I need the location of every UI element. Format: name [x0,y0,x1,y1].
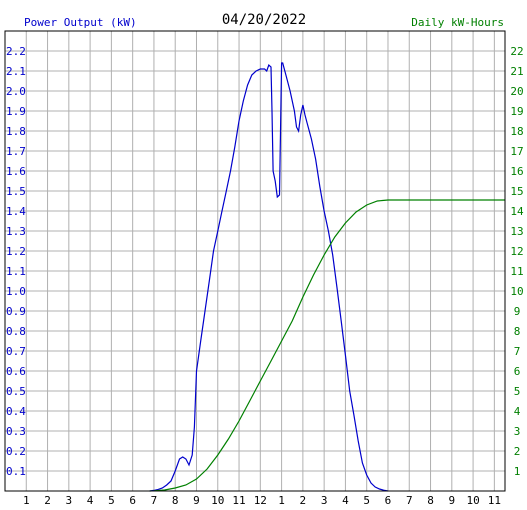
right-tick-label: 15 [510,185,523,198]
right-tick-label: 18 [510,125,523,138]
left-tick-label: 1.8 [6,125,26,138]
right-tick-label: 16 [510,165,523,178]
left-tick-label: 1.2 [6,245,26,258]
right-tick-label: 20 [510,85,523,98]
x-tick-label: 4 [87,494,94,507]
x-tick-label: 11 [232,494,245,507]
left-tick-label: 0.2 [6,445,26,458]
x-tick-label: 8 [427,494,434,507]
x-tick-label: 5 [108,494,115,507]
right-tick-label: 17 [510,145,523,158]
x-axis-ticks: 1 2 3 4 5 6 7 8 9 10 11 12 1 2 3 4 5 6 7 8 9 10 11 [23,494,501,507]
left-tick-label: 1.7 [6,145,26,158]
power-output-line [149,62,389,492]
right-tick-label: 11 [510,265,523,278]
left-tick-label: 2.0 [6,85,26,98]
right-tick-label: 8 [514,325,521,338]
left-tick-label: 2.2 [6,45,26,58]
left-tick-label: 0.8 [6,325,26,338]
x-tick-label: 3 [66,494,73,507]
x-tick-label: 2 [44,494,51,507]
left-axis-label: Power Output (kW) [24,16,137,29]
left-tick-label: 2.1 [6,65,26,78]
right-tick-label: 13 [510,225,523,238]
x-tick-label: 12 [254,494,267,507]
right-tick-label: 10 [510,285,523,298]
x-tick-label: 5 [363,494,370,507]
right-tick-label: 14 [510,205,524,218]
right-tick-label: 4 [514,405,521,418]
left-tick-label: 1.1 [6,265,26,278]
left-axis-ticks: 0.1 0.2 0.3 0.4 0.5 0.6 0.7 0.8 0.9 1.0 1.1 1.2 1.3 1… [6,45,26,478]
x-tick-label: 8 [172,494,179,507]
x-tick-label: 7 [151,494,158,507]
right-tick-label: 9 [514,305,521,318]
left-tick-label: 1.6 [6,165,26,178]
left-tick-label: 1.3 [6,225,26,238]
right-tick-label: 12 [510,245,523,258]
chart-title: 04/20/2022 [222,12,306,28]
daily-kwh-line [149,199,505,492]
right-tick-label: 21 [510,65,523,78]
right-axis-label: Daily kW-Hours [411,16,504,29]
right-tick-label: 7 [514,345,521,358]
x-tick-label: 2 [300,494,307,507]
x-tick-label: 1 [23,494,30,507]
left-tick-label: 0.3 [6,425,26,438]
x-tick-label: 10 [466,494,479,507]
series-group [149,62,505,492]
right-tick-label: 19 [510,105,523,118]
x-tick-label: 11 [488,494,501,507]
x-tick-label: 3 [321,494,328,507]
x-tick-label: 9 [448,494,455,507]
left-tick-label: 1.0 [6,285,26,298]
x-tick-label: 1 [278,494,285,507]
left-tick-label: 1.5 [6,185,26,198]
left-tick-label: 0.9 [6,305,26,318]
right-tick-label: 2 [514,445,521,458]
grid-lines [5,31,505,491]
right-tick-label: 1 [514,465,521,478]
right-tick-label: 6 [514,365,521,378]
left-tick-label: 1.9 [6,105,26,118]
x-tick-label: 6 [385,494,392,507]
left-tick-label: 0.4 [6,405,26,418]
right-tick-label: 22 [510,45,523,58]
x-tick-label: 10 [211,494,224,507]
left-tick-label: 1.4 [6,205,26,218]
left-tick-label: 0.7 [6,345,26,358]
x-tick-label: 7 [406,494,413,507]
right-tick-label: 3 [514,425,521,438]
left-tick-label: 0.1 [6,465,26,478]
right-tick-label: 5 [514,385,521,398]
plot-frame [4,30,506,492]
x-tick-label: 6 [129,494,136,507]
x-tick-label: 9 [193,494,200,507]
left-tick-label: 0.5 [6,385,26,398]
left-tick-label: 0.6 [6,365,26,378]
x-tick-label: 4 [342,494,349,507]
